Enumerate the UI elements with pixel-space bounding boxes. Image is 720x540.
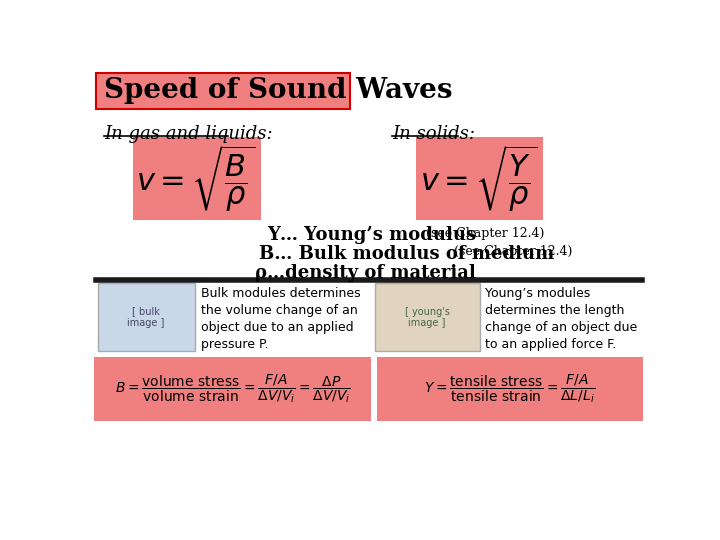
Text: In gas and liquids:: In gas and liquids:	[104, 125, 273, 143]
FancyBboxPatch shape	[375, 284, 480, 351]
Text: In solids:: In solids:	[392, 125, 475, 143]
FancyBboxPatch shape	[415, 137, 544, 220]
Text: (see Chapter 12.4): (see Chapter 12.4)	[422, 226, 544, 240]
Text: $v = \sqrt{\dfrac{B}{\rho}}$: $v = \sqrt{\dfrac{B}{\rho}}$	[137, 144, 256, 214]
Text: $Y = \dfrac{\mathrm{tensile\ stress}}{\mathrm{tensile\ strain}} = \dfrac{F/A}{\D: $Y = \dfrac{\mathrm{tensile\ stress}}{\m…	[425, 373, 595, 406]
Text: $v = \sqrt{\dfrac{Y}{\rho}}$: $v = \sqrt{\dfrac{Y}{\rho}}$	[420, 144, 538, 214]
Text: B… Bulk modulus of medium: B… Bulk modulus of medium	[259, 245, 554, 263]
FancyBboxPatch shape	[96, 72, 351, 110]
Text: Bulk modules determines
the volume change of an
object due to an applied
pressur: Bulk modules determines the volume chang…	[201, 287, 361, 350]
Text: ρ…density of material: ρ…density of material	[255, 264, 476, 282]
Text: [ bulk
image ]: [ bulk image ]	[127, 307, 164, 328]
Text: [ young's
image ]: [ young's image ]	[405, 307, 449, 328]
Text: (see Chapter 12.4): (see Chapter 12.4)	[451, 245, 572, 258]
FancyBboxPatch shape	[377, 357, 644, 421]
Text: Y… Young’s modulus: Y… Young’s modulus	[266, 226, 476, 245]
FancyBboxPatch shape	[98, 284, 194, 351]
Text: $B = \dfrac{\mathrm{volume\ stress}}{\mathrm{volume\ strain}} = \dfrac{F/A}{\Del: $B = \dfrac{\mathrm{volume\ stress}}{\ma…	[114, 373, 351, 406]
FancyBboxPatch shape	[94, 357, 372, 421]
FancyBboxPatch shape	[132, 137, 261, 220]
Text: Young’s modules
determines the length
change of an object due
to an applied forc: Young’s modules determines the length ch…	[485, 287, 637, 350]
Text: Speed of Sound Waves: Speed of Sound Waves	[104, 77, 452, 104]
